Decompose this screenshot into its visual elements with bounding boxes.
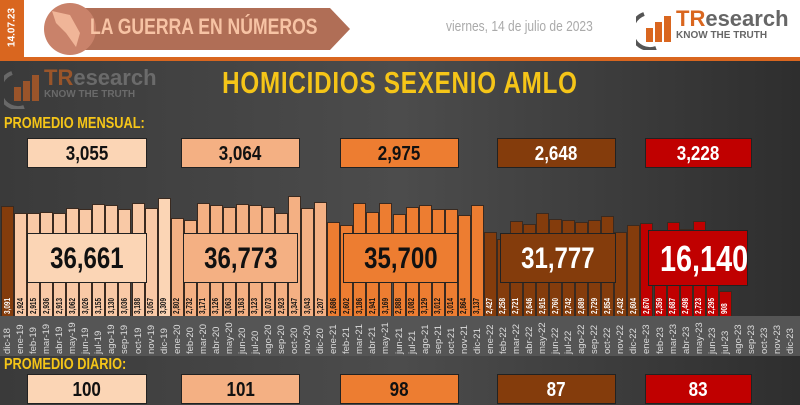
monthly-avg-heading: PROMEDIO MENSUAL: bbox=[4, 115, 145, 132]
daily-avg-box: 98 bbox=[340, 374, 459, 404]
banner-title: LA GUERRA EN NÚMEROS bbox=[90, 14, 318, 39]
bar: 3,309 bbox=[157, 197, 171, 316]
bar-value-label: 2,915 bbox=[28, 297, 38, 314]
bar-value-label: 2,723 bbox=[694, 297, 704, 314]
chart-title: HOMICIDIOS SEXENIO AMLO bbox=[222, 65, 578, 100]
bar-value-label: 2,687 bbox=[668, 297, 678, 314]
bar-value-label: 3,057 bbox=[146, 297, 156, 314]
bar: 3,137 bbox=[470, 204, 484, 316]
bar-value-label: 3,043 bbox=[302, 297, 312, 314]
bar-value-label: 2,670 bbox=[641, 297, 651, 314]
bar-value-label: 2,864 bbox=[459, 297, 469, 314]
bar-value-label: 2,721 bbox=[511, 297, 521, 314]
bar-value-label: 2,936 bbox=[41, 297, 51, 314]
bar-value-label: 2,941 bbox=[367, 297, 377, 314]
bar: 3,091 bbox=[1, 206, 15, 316]
annual-total-box: 16,140 bbox=[648, 230, 748, 286]
bar-value-label: 3,130 bbox=[106, 297, 116, 314]
header: 14.07.23 LA GUERRA EN NÚMEROS viernes, 1… bbox=[0, 0, 800, 57]
bar-value-label: 3,126 bbox=[211, 297, 221, 314]
bar-value-label: 3,012 bbox=[433, 297, 443, 314]
bar-value-label: 3,036 bbox=[119, 297, 129, 314]
bar: 2,432 bbox=[614, 231, 628, 316]
bar: 2,802 bbox=[170, 217, 184, 316]
date-tag: 14.07.23 bbox=[0, 0, 24, 57]
annual-total-box: 36,773 bbox=[183, 233, 298, 283]
monthly-avg-box: 2,975 bbox=[340, 138, 459, 168]
bar-value-label: 3,207 bbox=[315, 297, 325, 314]
logo-chart-icon bbox=[636, 12, 671, 50]
daily-avg-box: 101 bbox=[181, 374, 300, 404]
bar: 908 bbox=[718, 290, 732, 316]
bar-value-label: 2,913 bbox=[54, 297, 64, 314]
bar-value-label: 3,169 bbox=[380, 297, 390, 314]
bar-value-label: 3,026 bbox=[80, 297, 90, 314]
watermark-logo: TResearch KNOW THE TRUTH bbox=[4, 67, 157, 109]
bar-value-label: 3,082 bbox=[407, 297, 417, 314]
bar-value-label: 2,602 bbox=[341, 297, 351, 314]
annual-total-box: 35,700 bbox=[343, 233, 458, 283]
bar: 2,924 bbox=[14, 212, 28, 316]
monthly-avg-box: 3,064 bbox=[181, 138, 300, 168]
bar: 2,604 bbox=[627, 225, 641, 316]
bar-value-label: 2,732 bbox=[185, 297, 195, 314]
banner bbox=[44, 3, 350, 55]
bar-value-label: 3,137 bbox=[472, 297, 482, 314]
bar-value-label: 2,854 bbox=[602, 297, 612, 314]
bar-value-label: 3,163 bbox=[237, 297, 247, 314]
bar-value-label: 2,915 bbox=[537, 297, 547, 314]
daily-avg-box: 83 bbox=[645, 374, 752, 404]
date: viernes, 14 de julio de 2023 bbox=[446, 18, 593, 35]
bar-value-label: 3,129 bbox=[420, 297, 430, 314]
bar-value-label: 3,188 bbox=[133, 297, 143, 314]
bar: 3,207 bbox=[314, 201, 328, 316]
bar-value-label: 3,063 bbox=[224, 297, 234, 314]
bar-value-label: 2,924 bbox=[15, 297, 25, 314]
annual-total-box: 31,777 bbox=[500, 233, 616, 283]
bar: 2,864 bbox=[457, 215, 471, 316]
divider bbox=[0, 57, 800, 61]
bar-value-label: 2,888 bbox=[394, 297, 404, 314]
bar-value-label: 3,014 bbox=[446, 297, 456, 314]
bar-value-label: 3,091 bbox=[2, 297, 12, 314]
bar-value-label: 3,186 bbox=[354, 297, 364, 314]
monthly-avg-box: 3,228 bbox=[645, 138, 752, 168]
bar-value-label: 3,309 bbox=[159, 297, 169, 314]
bar-value-label: 2,760 bbox=[550, 297, 560, 314]
bar-value-label: 2,295 bbox=[707, 297, 717, 314]
logo: TResearch KNOW THE TRUTH bbox=[636, 8, 789, 50]
bar-value-label: 2,498 bbox=[681, 297, 691, 314]
bar-value-label: 2,432 bbox=[615, 297, 625, 314]
bar-value-label: 2,604 bbox=[628, 297, 638, 314]
bar-value-label: 2,923 bbox=[276, 297, 286, 314]
daily-avg-box: 87 bbox=[497, 374, 616, 404]
bar-value-label: 3,073 bbox=[263, 297, 273, 314]
bar-value-label: 2,258 bbox=[498, 297, 508, 314]
daily-avg-box: 100 bbox=[27, 374, 147, 404]
bar-value-label: 3,062 bbox=[67, 297, 77, 314]
bar-value-label: 2,686 bbox=[328, 297, 338, 314]
bar: 3,043 bbox=[301, 208, 315, 316]
bar-value-label: 3,347 bbox=[289, 297, 299, 314]
bar-value-label: 2,646 bbox=[524, 297, 534, 314]
bar-value-label: 2,427 bbox=[485, 297, 495, 314]
bar-value-label: 908 bbox=[720, 303, 730, 314]
annual-total-box: 36,661 bbox=[27, 233, 147, 283]
x-axis-labels: dic-18 ene-19 feb-19 mar-19 abr-19 may-19 jun-… bbox=[0, 316, 800, 356]
bar: 2,686 bbox=[327, 222, 341, 316]
bar-value-label: 3,171 bbox=[198, 297, 208, 314]
daily-avg-heading: PROMEDIO DIARIO: bbox=[4, 356, 127, 373]
bar-value-label: 2,802 bbox=[172, 297, 182, 314]
bar-value-label: 2,689 bbox=[576, 297, 586, 314]
bar-value-label: 3,123 bbox=[250, 297, 260, 314]
monthly-avg-box: 3,055 bbox=[27, 138, 147, 168]
bar-value-label: 2,359 bbox=[655, 297, 665, 314]
monthly-avg-box: 2,648 bbox=[497, 138, 616, 168]
bar-value-label: 2,742 bbox=[563, 297, 573, 314]
bar: 2,427 bbox=[483, 232, 497, 316]
bar-value-label: 2,729 bbox=[589, 297, 599, 314]
bar-value-label: 3,155 bbox=[93, 297, 103, 314]
